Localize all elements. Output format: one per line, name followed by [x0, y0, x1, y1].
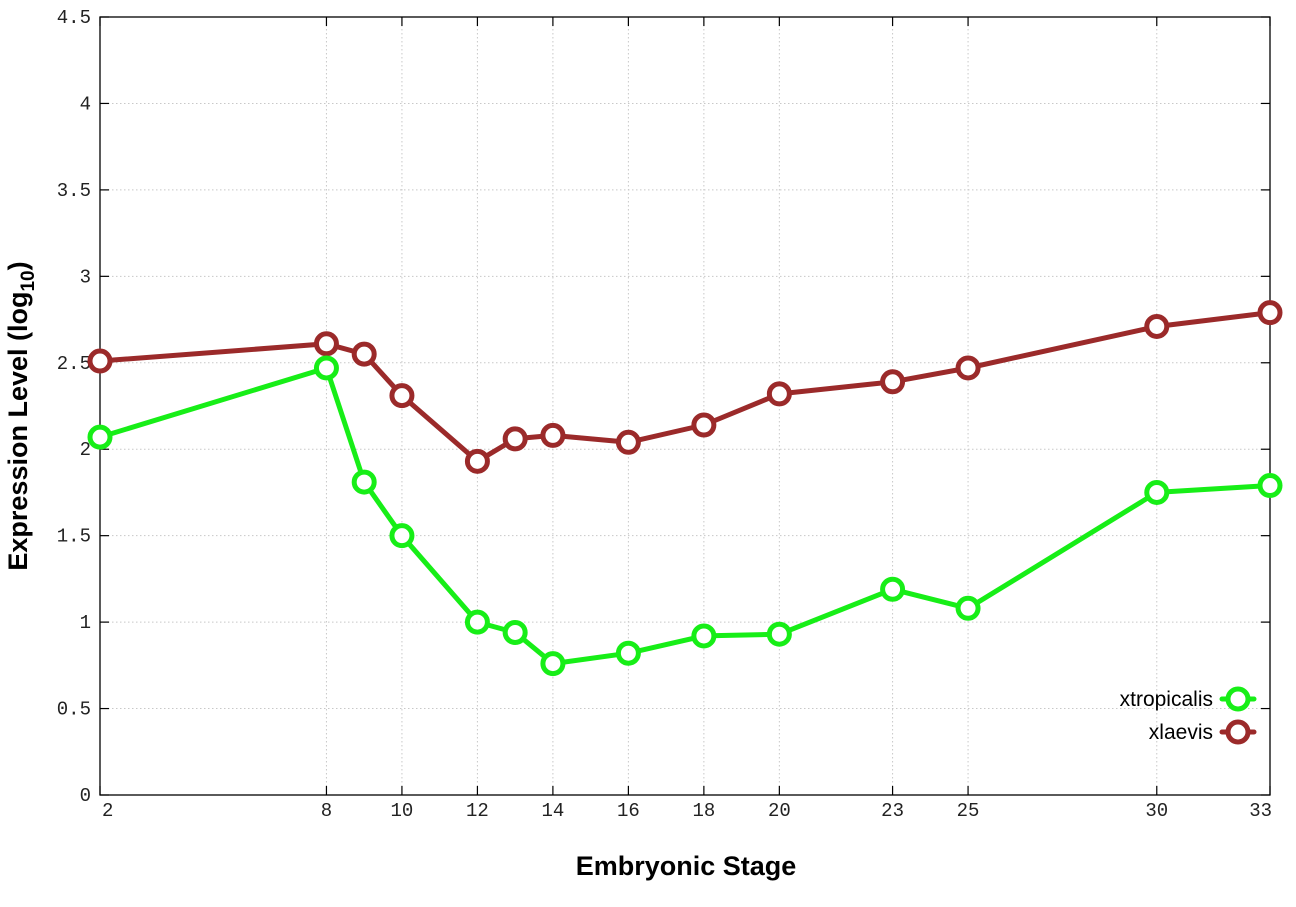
data-point-xlaevis — [955, 355, 981, 381]
y-tick-label: 0 — [80, 785, 91, 807]
data-point-xtropicalis — [615, 640, 641, 666]
y-tick-label: 0.5 — [57, 699, 91, 721]
x-tick-label: 10 — [391, 800, 414, 822]
legend-label-xlaevis: xlaevis — [1149, 721, 1213, 744]
data-point-xtropicalis — [880, 576, 906, 602]
y-axis-title: Expression Level (log10) — [3, 261, 39, 570]
data-point-xtropicalis — [313, 355, 339, 381]
x-tick-labels: 2 8 10 12 14 16 18 20 23 25 30 33 — [102, 800, 1272, 822]
data-point-xtropicalis — [955, 595, 981, 621]
y-axis-title-subscript: 10 — [18, 270, 39, 291]
data-point-xtropicalis — [389, 523, 415, 549]
y-axis-title-close: ) — [3, 261, 33, 270]
x-tick-label: 23 — [881, 800, 904, 822]
data-point-xlaevis — [540, 422, 566, 448]
y-axis-title-main: Expression Level (log — [3, 292, 33, 571]
y-tick-label: 3 — [80, 266, 91, 288]
data-point-xlaevis — [1144, 313, 1170, 339]
data-point-xlaevis — [464, 448, 490, 474]
legend-label-xtropicalis: xtropicalis — [1120, 688, 1213, 711]
series-line-xlaevis — [97, 310, 1273, 464]
grid — [100, 17, 1270, 795]
legend: xtropicalis xlaevis — [1120, 686, 1257, 745]
y-tick-label: 1 — [80, 612, 91, 634]
x-tick-label: 8 — [321, 800, 332, 822]
data-point-xlaevis — [389, 383, 415, 409]
x-axis-title: Embryonic Stage — [576, 851, 797, 881]
data-point-xlaevis — [87, 348, 113, 374]
data-point-xlaevis — [880, 369, 906, 395]
plot-frame — [99, 16, 1271, 796]
data-point-xtropicalis — [1144, 479, 1170, 505]
data-point-xlaevis — [691, 412, 717, 438]
ticks — [99, 16, 1271, 796]
data-point-xtropicalis — [766, 621, 792, 647]
data-point-xtropicalis — [1257, 473, 1283, 499]
x-tick-label: 2 — [102, 800, 113, 822]
y-tick-label: 3.5 — [57, 180, 91, 202]
data-point-xlaevis — [1257, 300, 1283, 326]
series-line-xtropicalis — [97, 365, 1273, 667]
series — [87, 300, 1283, 677]
x-tick-label: 14 — [541, 800, 564, 822]
x-tick-label: 25 — [957, 800, 980, 822]
x-tick-label: 30 — [1145, 800, 1168, 822]
x-tick-label: 18 — [692, 800, 715, 822]
legend-marker-xlaevis — [1225, 719, 1251, 745]
data-point-xtropicalis — [464, 609, 490, 635]
data-point-xlaevis — [313, 331, 339, 357]
x-tick-label: 20 — [768, 800, 791, 822]
data-point-xtropicalis — [351, 469, 377, 495]
y-tick-label: 2 — [80, 439, 91, 461]
y-tick-label: 4.5 — [57, 7, 91, 29]
x-tick-label: 16 — [617, 800, 640, 822]
data-point-xlaevis — [502, 426, 528, 452]
data-point-xlaevis — [615, 429, 641, 455]
x-tick-label: 12 — [466, 800, 489, 822]
y-tick-label: 2.5 — [57, 353, 91, 375]
legend-marker-xtropicalis — [1225, 686, 1251, 712]
data-point-xlaevis — [351, 341, 377, 367]
y-tick-labels: 0 0.5 1 1.5 2 2.5 3 3.5 4 4.5 — [57, 7, 91, 807]
y-tick-label: 1.5 — [57, 526, 91, 548]
x-tick-label: 33 — [1249, 800, 1272, 822]
data-point-xtropicalis — [502, 619, 528, 645]
data-point-xtropicalis — [87, 424, 113, 450]
data-point-xtropicalis — [540, 651, 566, 677]
data-point-xlaevis — [766, 381, 792, 407]
y-tick-label: 4 — [80, 93, 91, 115]
data-point-xtropicalis — [691, 623, 717, 649]
